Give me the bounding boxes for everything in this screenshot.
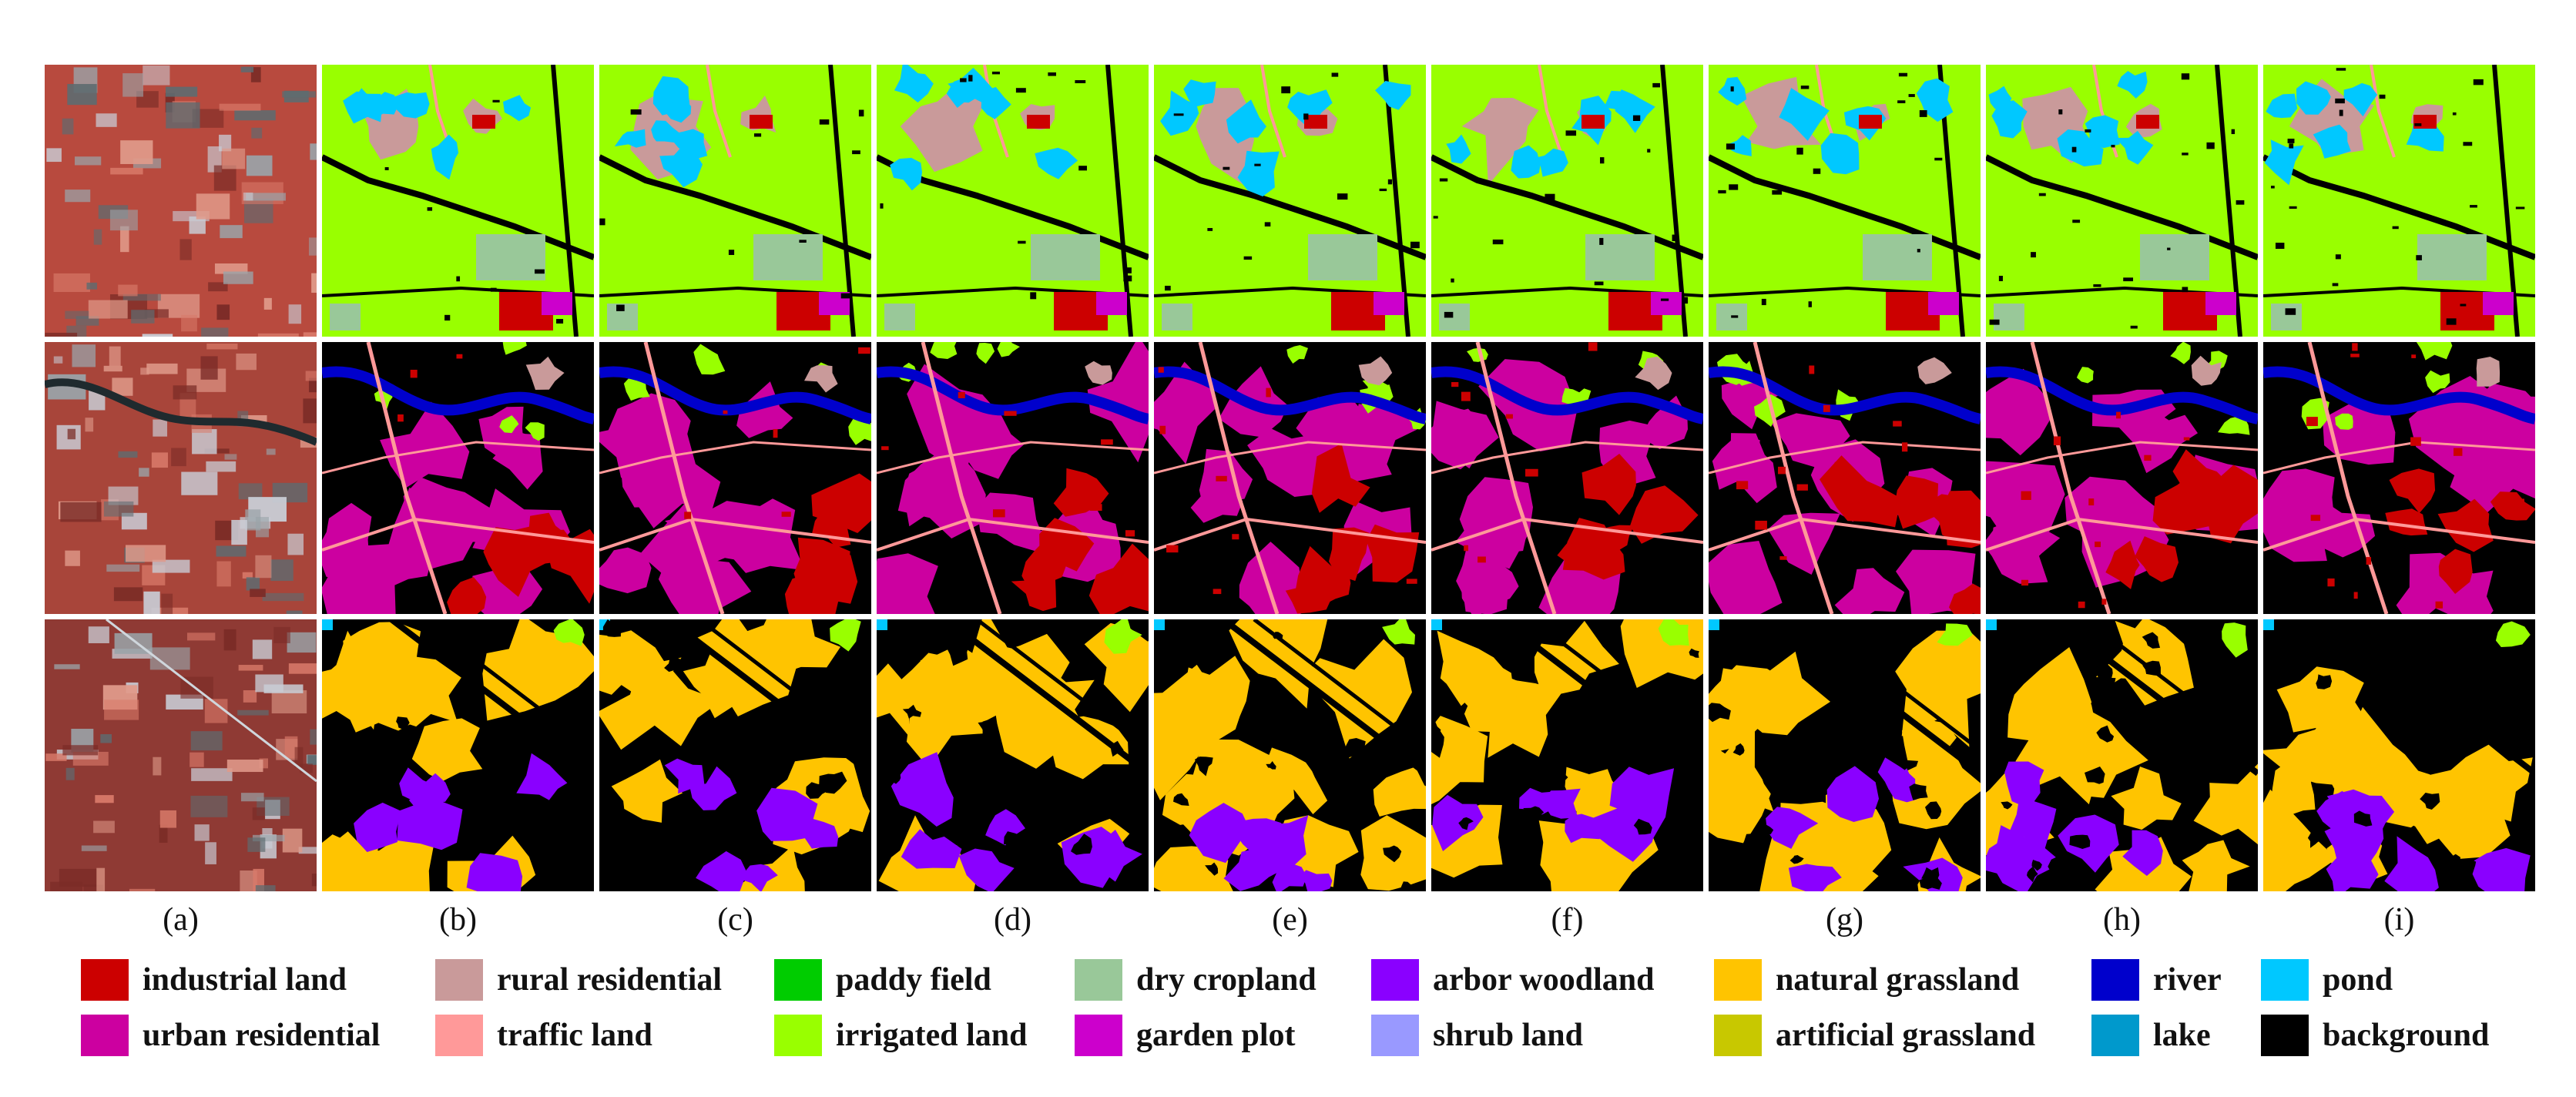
legend-item-background: background bbox=[2261, 1015, 2489, 1056]
legend-label: pond bbox=[2323, 962, 2393, 998]
legend-label: dry cropland bbox=[1136, 962, 1317, 998]
legend-item-irrigated-land: irrigated land bbox=[774, 1015, 1028, 1056]
legend-swatch bbox=[1371, 959, 1419, 1001]
column-label-8: (h) bbox=[2103, 902, 2141, 938]
satellite-image-row-1-col-1 bbox=[45, 65, 317, 337]
legend-swatch bbox=[2091, 959, 2139, 1001]
legend-label: lake bbox=[2153, 1018, 2211, 1053]
legend-item-traffic-land: traffic land bbox=[435, 1015, 652, 1056]
segmentation-map-row-2-col-3 bbox=[599, 342, 871, 614]
legend-swatch bbox=[1075, 1015, 1122, 1056]
legend-swatch bbox=[81, 959, 129, 1001]
legend-swatch bbox=[774, 1015, 822, 1056]
legend-item-artificial-grassland: artificial grassland bbox=[1714, 1015, 2035, 1056]
segmentation-map-row-3-col-3 bbox=[599, 619, 871, 891]
segmentation-map-row-3-col-4 bbox=[877, 619, 1149, 891]
legend-label: shrub land bbox=[1433, 1018, 1583, 1053]
column-label-6: (f) bbox=[1551, 902, 1584, 938]
column-label-1: (a) bbox=[163, 902, 199, 938]
legend-swatch bbox=[774, 959, 822, 1001]
column-label-2: (b) bbox=[439, 902, 477, 938]
legend-swatch bbox=[1714, 1015, 1762, 1056]
segmentation-map-row-1-col-8 bbox=[1986, 65, 2258, 337]
legend-label: river bbox=[2153, 962, 2222, 998]
segmentation-map-row-3-col-7 bbox=[1709, 619, 1981, 891]
segmentation-map-row-1-col-7 bbox=[1709, 65, 1981, 337]
column-label-4: (d) bbox=[994, 902, 1031, 938]
segmentation-map-row-2-col-5 bbox=[1154, 342, 1426, 614]
legend-item-arbor-woodland: arbor woodland bbox=[1371, 959, 1654, 1001]
segmentation-map-row-1-col-5 bbox=[1154, 65, 1426, 337]
segmentation-comparison-grid bbox=[45, 65, 2537, 896]
legend-label: urban residential bbox=[143, 1018, 381, 1053]
column-label-5: (e) bbox=[1272, 902, 1308, 938]
segmentation-map-row-2-col-8 bbox=[1986, 342, 2258, 614]
legend-swatch bbox=[1371, 1015, 1419, 1056]
legend-swatch bbox=[435, 1015, 483, 1056]
segmentation-map-row-3-col-5 bbox=[1154, 619, 1426, 891]
legend-swatch bbox=[435, 959, 483, 1001]
column-label-3: (c) bbox=[717, 902, 753, 938]
legend-item-shrub-land: shrub land bbox=[1371, 1015, 1583, 1056]
legend-label: irrigated land bbox=[836, 1018, 1028, 1053]
segmentation-map-row-2-col-7 bbox=[1709, 342, 1981, 614]
satellite-image-row-3-col-1 bbox=[45, 619, 317, 891]
legend-swatch bbox=[2261, 959, 2309, 1001]
segmentation-map-row-2-col-9 bbox=[2263, 342, 2535, 614]
legend-item-garden-plot: garden plot bbox=[1075, 1015, 1296, 1056]
legend-label: background bbox=[2323, 1018, 2490, 1053]
legend-label: rural residential bbox=[497, 962, 723, 998]
segmentation-map-row-2-col-6 bbox=[1431, 342, 1703, 614]
legend-swatch bbox=[1075, 959, 1122, 1001]
image-grid-svg bbox=[45, 65, 2535, 891]
segmentation-map-row-1-col-2 bbox=[322, 65, 594, 337]
segmentation-map-row-1-col-3 bbox=[599, 65, 871, 337]
satellite-image-row-2-col-1 bbox=[45, 342, 317, 614]
legend-label: natural grassland bbox=[1776, 962, 2020, 998]
segmentation-map-row-3-col-8 bbox=[1986, 619, 2258, 891]
legend-label: traffic land bbox=[497, 1018, 652, 1053]
legend-item-urban-residential: urban residential bbox=[81, 1015, 380, 1056]
legend-label: garden plot bbox=[1136, 1018, 1296, 1053]
segmentation-map-row-2-col-2 bbox=[322, 342, 594, 614]
legend-label: arbor woodland bbox=[1433, 962, 1655, 998]
segmentation-map-row-3-col-6 bbox=[1431, 619, 1703, 891]
legend-item-industrial-land: industrial land bbox=[81, 959, 347, 1001]
legend-label: artificial grassland bbox=[1776, 1018, 2036, 1053]
segmentation-map-row-1-col-6 bbox=[1431, 65, 1703, 337]
legend-item-natural-grassland: natural grassland bbox=[1714, 959, 2019, 1001]
legend-item-pond: pond bbox=[2261, 959, 2393, 1001]
legend-swatch bbox=[2091, 1015, 2139, 1056]
legend-label: paddy field bbox=[836, 962, 991, 998]
legend-item-river: river bbox=[2091, 959, 2222, 1001]
segmentation-map-row-3-col-2 bbox=[322, 619, 594, 891]
segmentation-map-row-2-col-4 bbox=[877, 342, 1149, 614]
legend-item-lake: lake bbox=[2091, 1015, 2211, 1056]
segmentation-map-row-3-col-9 bbox=[2263, 619, 2535, 891]
column-label-9: (i) bbox=[2383, 902, 2415, 938]
legend-item-rural-residential: rural residential bbox=[435, 959, 722, 1001]
legend-swatch bbox=[1714, 959, 1762, 1001]
legend: industrial land rural residential paddy fi… bbox=[0, 959, 2576, 1090]
legend-item-dry-cropland: dry cropland bbox=[1075, 959, 1317, 1001]
legend-label: industrial land bbox=[143, 962, 347, 998]
column-label-7: (g) bbox=[1826, 902, 1863, 938]
segmentation-map-row-1-col-4 bbox=[877, 65, 1149, 337]
legend-swatch bbox=[2261, 1015, 2309, 1056]
segmentation-map-row-1-col-9 bbox=[2263, 65, 2535, 337]
legend-swatch bbox=[81, 1015, 129, 1056]
legend-item-paddy-field: paddy field bbox=[774, 959, 991, 1001]
